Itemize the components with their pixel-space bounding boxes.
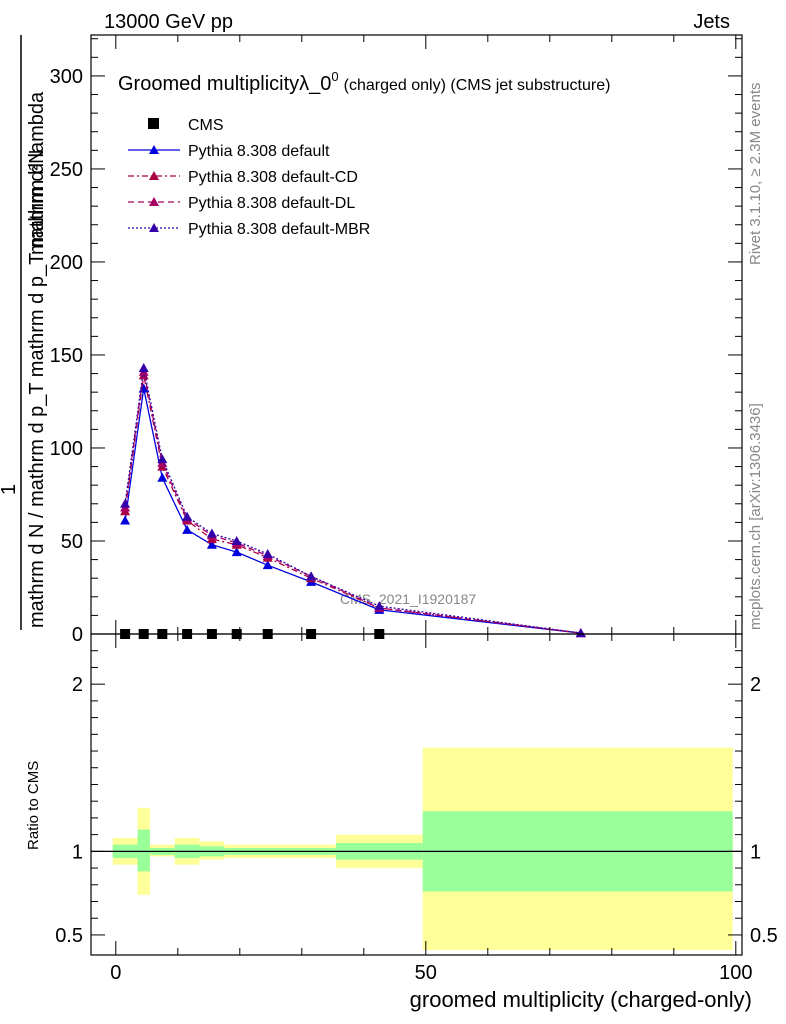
legend-label-1: Pythia 8.308 default	[188, 143, 330, 160]
series-solid-marker-5	[231, 547, 242, 557]
legend-label-4: Pythia 8.308 default-MBR	[188, 221, 370, 238]
series-solid-marker-2	[157, 472, 168, 482]
series-dotted-marker-4	[206, 528, 217, 538]
series-line-dashdot	[124, 375, 581, 634]
series-line-solid	[124, 388, 581, 634]
main-ylabel: mathrm d²N 1 mathrm d N / mathrm d p_T m…	[0, 35, 48, 630]
ratio-ytick-label-right: 0.5	[750, 925, 778, 947]
legend-label-2: Pythia 8.308 default-CD	[188, 169, 358, 186]
ratio-ytick-label: 0.5	[55, 925, 83, 947]
legend-label-0: CMS	[188, 117, 224, 134]
series-solid-marker-4	[206, 539, 217, 549]
header-left: 13000 GeV pp	[104, 11, 233, 33]
xtick-label: 0	[110, 962, 121, 984]
series-dotted-marker-3	[182, 511, 193, 521]
series-dotted-marker-8	[374, 601, 385, 611]
legend: CMS Pythia 8.308 default Pythia 8.308 defa…	[128, 117, 370, 238]
legend-marker-4	[149, 223, 159, 232]
ratio-ytick-label-right: 2	[750, 674, 761, 696]
title-main: Groomed multiplicityλ_0	[118, 73, 331, 95]
main-ytick-label: 0	[72, 624, 83, 646]
xtick-label: 100	[719, 962, 752, 984]
main-ytick-label: 300	[50, 66, 83, 88]
title-sup: 0	[331, 69, 338, 84]
series-line-dashed	[124, 371, 581, 634]
series-solid-marker-6	[262, 560, 273, 570]
xtick-label: 50	[415, 962, 437, 984]
ratio-bands	[91, 747, 742, 950]
legend-marker-1	[149, 145, 159, 154]
ratio-ytick-label: 1	[72, 841, 83, 863]
ylabel-denominator: mathrm d N / mathrm d p_T mathrm d p_T m…	[26, 91, 48, 628]
ratio-ylabel: Ratio to CMS	[25, 761, 42, 850]
ratio-ytick-label-right: 1	[750, 841, 761, 863]
series-line-dotted	[124, 367, 581, 634]
legend-marker-3	[149, 197, 159, 206]
xlabel: groomed multiplicity (charged-only)	[410, 987, 752, 1012]
series-dotted-marker-0	[120, 498, 131, 508]
main-ytick-label: 150	[50, 345, 83, 367]
header-right: Jets	[693, 11, 730, 33]
series-dotted-marker-7	[306, 571, 317, 581]
ylabel-numerator: mathrm d²N	[26, 149, 48, 255]
main-ytick-label: 250	[50, 159, 83, 181]
ratio-frame	[90, 633, 743, 956]
ratio-band-inner-1	[137, 829, 150, 872]
main-ytick-label: 100	[50, 438, 83, 460]
plot-title: Groomed multiplicityλ_00 (charged only) (…	[118, 69, 610, 95]
axes: 0 50 100 150 200 250 300 0 50 100 0.5 0.5 1 1 2 2	[50, 34, 778, 984]
main-ytick-label: 200	[50, 252, 83, 274]
mcplots-label: mcplots.cern.ch [arXiv:1306.3436]	[747, 403, 764, 630]
rivet-label: Rivet 3.1.10, ≥ 2.3M events	[747, 83, 764, 266]
series-dotted-marker-5	[231, 535, 242, 545]
legend-label-3: Pythia 8.308 default-DL	[188, 195, 355, 212]
series-solid-marker-3	[182, 524, 193, 534]
ylabel-one: 1	[0, 484, 20, 495]
title-small: (charged only) (CMS jet substructure)	[344, 77, 611, 94]
ratio-ytick-label: 2	[72, 674, 83, 696]
main-ytick-label: 50	[61, 531, 83, 553]
series-dotted-marker-9	[575, 628, 586, 638]
watermark: CMS_2021_I1920187	[340, 591, 476, 607]
series-dotted-marker-2	[157, 454, 168, 464]
series-solid-marker-0	[120, 515, 131, 525]
series-dotted-marker-1	[138, 362, 149, 372]
legend-marker-2	[149, 171, 159, 180]
legend-marker-cms	[148, 118, 159, 129]
series-dotted-marker-6	[262, 549, 273, 559]
svg-text:Groomed multiplicityλ_00(charg: Groomed multiplicityλ_00 (charged only) (…	[118, 69, 610, 95]
